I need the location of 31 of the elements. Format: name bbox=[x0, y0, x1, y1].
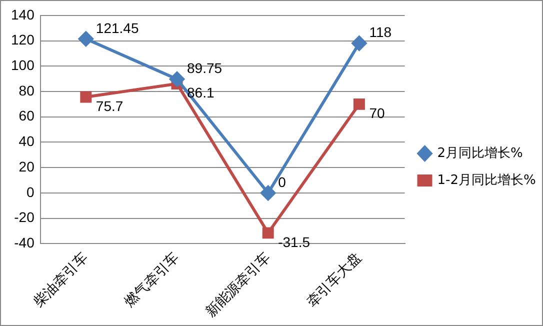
data-label: 0 bbox=[278, 174, 286, 190]
y-tick-label: 40 bbox=[18, 133, 35, 150]
data-label: 118 bbox=[369, 24, 392, 40]
legend-label: 1-2月同比增长% bbox=[437, 172, 536, 188]
x-tick-label: 新能源牵引车 bbox=[202, 250, 274, 320]
data-label: 86.1 bbox=[187, 84, 214, 101]
data-label: 121.45 bbox=[96, 20, 139, 36]
point bbox=[170, 72, 185, 87]
point bbox=[260, 185, 276, 200]
data-label: 70 bbox=[369, 105, 385, 122]
x-tick-label: 牵引车大盘 bbox=[304, 250, 365, 311]
point bbox=[80, 91, 92, 103]
y-tick-label: 140 bbox=[11, 6, 35, 22]
y-tick-label: -40 bbox=[14, 234, 35, 251]
y-tick-label: 60 bbox=[18, 108, 35, 124]
y-tick-label: 0 bbox=[26, 184, 35, 200]
legend-label: 2月同比增长% bbox=[437, 146, 523, 161]
y-tick-label: 120 bbox=[11, 32, 35, 48]
y-tick-label: 100 bbox=[11, 57, 35, 73]
point bbox=[353, 98, 365, 110]
x-tick-label: 燃气牵引车 bbox=[122, 250, 182, 311]
point bbox=[262, 227, 274, 239]
point bbox=[352, 36, 367, 51]
point bbox=[78, 31, 94, 46]
x-tick-label: 柴油牵引车 bbox=[30, 250, 92, 311]
data-label: -31.5 bbox=[278, 234, 310, 250]
y-tick-label: 20 bbox=[18, 158, 35, 174]
y-tick-label: 80 bbox=[18, 82, 35, 98]
data-label: 75.7 bbox=[96, 98, 124, 114]
y-tick-label: -20 bbox=[14, 209, 35, 226]
data-label: 89.75 bbox=[187, 60, 222, 76]
